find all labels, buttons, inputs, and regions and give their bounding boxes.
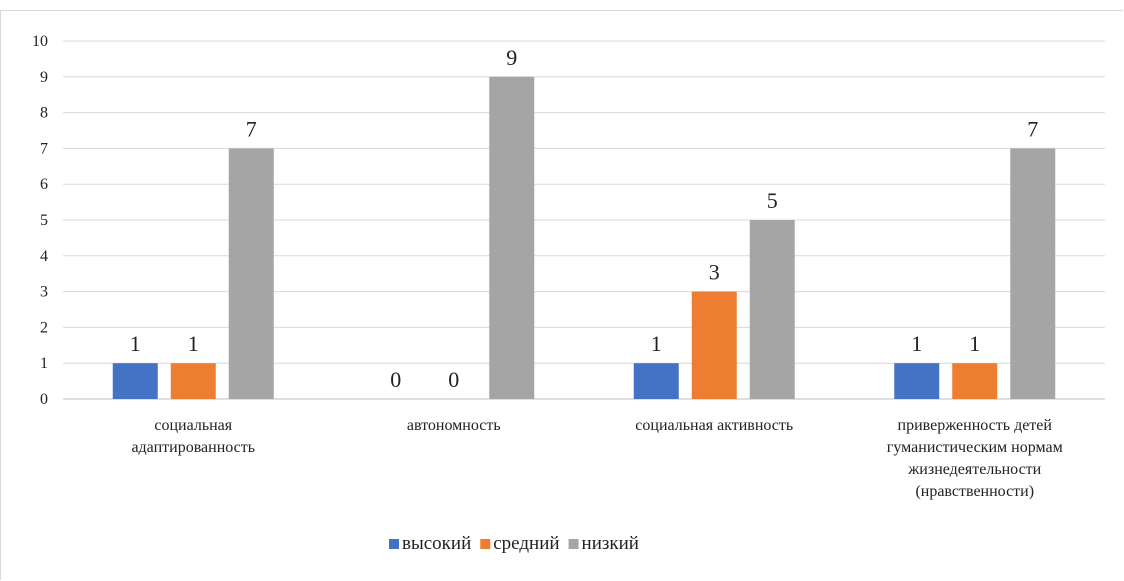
data-label: 1 <box>911 331 922 356</box>
data-label: 0 <box>390 367 401 392</box>
y-tick-label: 6 <box>40 176 48 193</box>
bar-низкий <box>489 76 535 400</box>
data-label: 7 <box>246 116 257 141</box>
bar-высокий <box>112 363 158 399</box>
y-tick-label: 2 <box>40 319 48 336</box>
category-label: адаптированность <box>131 439 255 456</box>
y-tick-label: 8 <box>40 105 48 122</box>
data-label: 1 <box>969 331 980 356</box>
bars <box>112 76 1056 400</box>
y-axis-ticks: 0 1 2 3 4 5 6 7 8 9 10 <box>32 33 48 408</box>
legend-swatch <box>389 539 399 549</box>
data-label: 1 <box>651 331 662 356</box>
category-label: гуманистическим нормам <box>887 439 1063 456</box>
data-label: 7 <box>1027 116 1038 141</box>
bar-низкий <box>228 148 274 399</box>
y-tick-label: 7 <box>40 140 48 157</box>
data-label: 5 <box>767 188 778 213</box>
y-tick-label: 9 <box>40 69 48 86</box>
data-label: 0 <box>448 367 459 392</box>
category-labels: социальная адаптированность автономность со… <box>131 417 1062 500</box>
legend-label: средний <box>493 533 559 554</box>
category-label: автономность <box>407 417 501 434</box>
data-label: 1 <box>188 331 199 356</box>
category-label: социальная активность <box>635 417 793 434</box>
gridlines <box>63 40 1105 400</box>
chart-frame <box>0 10 1123 580</box>
legend-label: высокий <box>402 533 471 554</box>
bar-низкий <box>1010 148 1056 399</box>
category-label: социальная <box>154 417 232 434</box>
bar-средний <box>170 363 216 399</box>
legend-swatch <box>480 539 491 549</box>
data-label: 9 <box>506 45 517 70</box>
bar-средний <box>952 363 998 399</box>
data-label: 3 <box>709 260 720 285</box>
bar-высокий <box>633 363 679 399</box>
y-tick-label: 10 <box>32 33 48 50</box>
y-tick-label: 1 <box>40 355 48 372</box>
bar-средний <box>691 291 737 399</box>
category-label: (нравственности) <box>915 483 1034 500</box>
bar-высокий <box>894 363 940 399</box>
data-label: 1 <box>130 331 141 356</box>
category-label: приверженность детей <box>898 417 1053 434</box>
y-tick-label: 5 <box>40 212 48 229</box>
category-label: жизнедеятельности <box>907 461 1041 478</box>
legend-swatch <box>568 539 579 549</box>
legend: высокий средний низкий <box>389 533 639 554</box>
legend-label: низкий <box>582 533 639 554</box>
y-tick-label: 4 <box>40 248 48 265</box>
y-tick-label: 3 <box>40 284 48 301</box>
y-tick-label: 0 <box>40 391 48 408</box>
bar-низкий <box>749 220 795 399</box>
data-labels: 1 0 1 1 1 0 3 1 7 9 5 7 <box>130 45 1039 392</box>
